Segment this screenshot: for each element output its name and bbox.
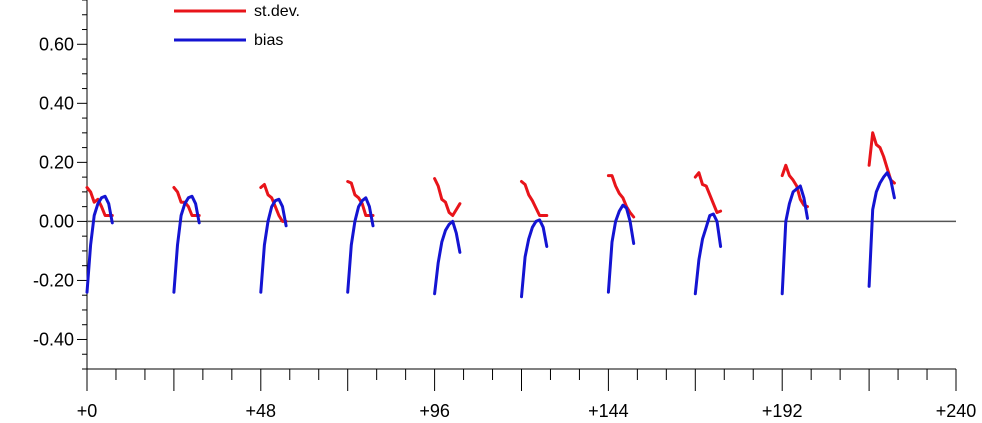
series-line-st-dev [693, 171, 723, 214]
y-tick-label: -0.40 [33, 329, 74, 349]
series-st-dev [85, 131, 896, 223]
x-tick-label: +192 [762, 401, 803, 421]
y-tick-label: 0.00 [39, 211, 74, 231]
x-tick-label: +48 [246, 401, 277, 421]
series-line-st-dev [606, 174, 636, 219]
y-tick-label: 0.40 [39, 93, 74, 113]
legend-label-bias: bias [254, 32, 283, 49]
series-line-st-dev [433, 177, 462, 217]
series-line-st-dev [172, 186, 201, 217]
series-line-st-dev [780, 163, 809, 209]
x-tick-label: +240 [936, 401, 977, 421]
y-tick-label: 0.20 [39, 152, 74, 172]
series-line-bias [867, 171, 896, 288]
series-line-bias [85, 194, 114, 294]
series-line-bias [346, 196, 375, 294]
x-tick-label: +0 [77, 401, 98, 421]
series-line-st-dev [520, 180, 549, 217]
y-tick-label: 0.60 [39, 34, 74, 54]
series-line-bias [259, 197, 288, 294]
y-tick-label: -0.20 [33, 270, 74, 290]
legend: st.dev. bias [174, 3, 300, 49]
series-line-bias [172, 194, 201, 294]
legend-label-st-dev: st.dev. [254, 3, 300, 20]
x-tick-label: +96 [419, 401, 450, 421]
x-tick-label: +144 [588, 401, 629, 421]
series-line-st-dev [867, 131, 896, 185]
series-line-bias [433, 219, 462, 296]
series-line-st-dev [346, 180, 375, 217]
series-line-bias [780, 184, 809, 296]
axes: -0.40 -0.20 0.00 0.20 0.40 0.60 +0 +48 +96 +144 +1… [33, 0, 976, 421]
series-layer [85, 131, 896, 299]
series-line-bias [693, 212, 723, 296]
series-line-bias [606, 203, 636, 294]
series-line-bias [520, 218, 549, 299]
series-bias [85, 171, 896, 299]
